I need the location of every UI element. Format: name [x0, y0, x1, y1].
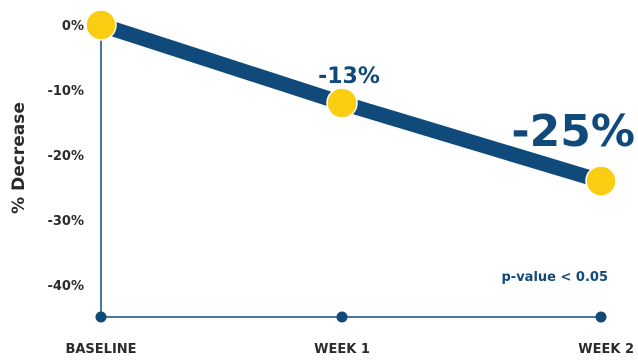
- y-tick-label: -30%: [47, 214, 84, 229]
- series-marker: [585, 165, 617, 197]
- series-marker: [85, 9, 117, 41]
- y-tick-label: -10%: [47, 84, 84, 99]
- x-axis-tick-dot: [336, 311, 348, 323]
- x-axis-labels: BASELINE WEEK 1 WEEK 2: [65, 342, 634, 357]
- data-label-week-2: -25%: [511, 106, 635, 157]
- y-tick-label: -40%: [47, 279, 84, 294]
- p-value-annotation: p-value < 0.05: [502, 270, 609, 285]
- x-tick-label: WEEK 1: [314, 342, 370, 357]
- x-axis-tick-dots: [95, 311, 607, 323]
- data-label-week-1: -13%: [318, 64, 380, 89]
- x-axis-tick-dot: [95, 311, 107, 323]
- y-axis-title: % Decrease: [9, 102, 29, 214]
- y-tick-label: 0%: [62, 19, 84, 34]
- x-axis-tick-dot: [595, 311, 607, 323]
- series-markers: [85, 9, 617, 197]
- x-tick-label: WEEK 2: [578, 342, 634, 357]
- x-tick-label: BASELINE: [65, 342, 136, 357]
- y-tick-label: -20%: [47, 149, 84, 164]
- series-marker: [326, 87, 358, 119]
- y-axis-ticks: 0% -10% -20% -30% -40%: [47, 19, 84, 294]
